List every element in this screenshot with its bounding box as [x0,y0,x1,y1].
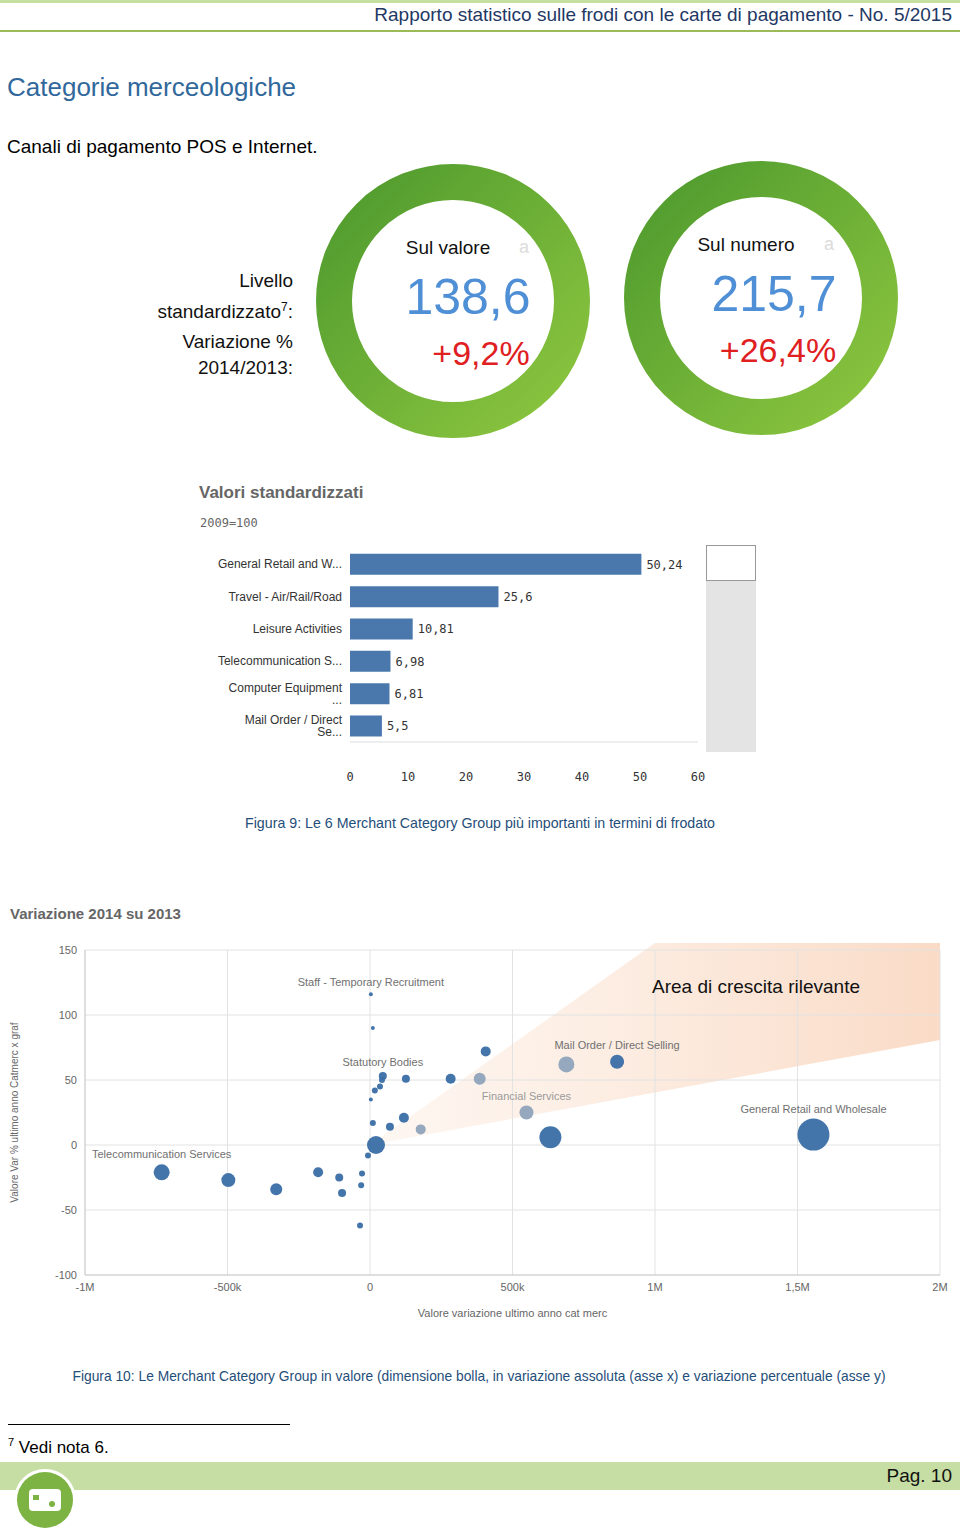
svg-text:Travel - Air/Rail/Road: Travel - Air/Rail/Road [228,590,342,604]
svg-text:10,81: 10,81 [418,622,454,636]
html-text:Variazione 2014 su 2013: Variazione 2014 su 2013 [10,905,181,922]
svg-text:Figura 9: Le 6 Merchant Catego: Figura 9: Le 6 Merchant Category Group p… [245,814,715,831]
html-text:7 Vedi nota 6.: 7 Vedi nota 6. [8,1436,109,1457]
svg-text:215,7: 215,7 [711,266,836,322]
svg-text:50: 50 [65,1074,77,1086]
svg-text:General Retail and Wholesale: General Retail and Wholesale [740,1103,886,1115]
svg-text:0: 0 [367,1281,373,1293]
svg-text:100: 100 [59,1009,77,1021]
svg-text:Telecommunication S...: Telecommunication S... [218,654,342,668]
svg-text:6,81: 6,81 [394,687,423,701]
svg-text:1,5M: 1,5M [785,1281,809,1293]
svg-text:+9,2%: +9,2% [432,334,529,372]
svg-text:Statutory Bodies: Statutory Bodies [342,1056,423,1068]
html-text:Pag. 10: Pag. 10 [886,1465,952,1486]
html-text:Valori standardizzati: Valori standardizzati [199,483,364,502]
svg-text:Financial Services: Financial Services [482,1090,572,1102]
svg-text:-1M: -1M [76,1281,95,1293]
svg-text:0: 0 [346,770,353,782]
html-text:Rapporto statistico sulle frod: Rapporto statistico sulle frodi con le c… [374,4,952,25]
svg-text:Sul numero: Sul numero [697,234,794,255]
svg-text:50: 50 [633,770,647,782]
html-text:Area di crescita rilevante: Area di crescita rilevante [652,976,860,997]
html-text:Variazione % 2014/2013:: Variazione % 2014/2013: [182,331,293,378]
svg-text:-100: -100 [55,1269,77,1281]
svg-text:-500k: -500k [214,1281,242,1293]
html-text:Livello standardizzato7:: Livello standardizzato7: [157,270,293,323]
svg-text:10: 10 [401,770,415,782]
svg-text:6,98: 6,98 [395,655,424,669]
html-text:Canali di pagamento POS e Inte: Canali di pagamento POS e Internet. [7,136,318,157]
svg-text:2M: 2M [932,1281,947,1293]
html-text:2009=100: 2009=100 [200,516,258,530]
svg-text:Mail Order / DirectSe...: Mail Order / DirectSe... [245,713,343,739]
svg-text:30: 30 [517,770,531,782]
svg-text:50,24: 50,24 [646,558,682,572]
svg-text:20: 20 [459,770,473,782]
svg-text:1M: 1M [647,1281,662,1293]
svg-text:a: a [824,234,835,254]
svg-text:-50: -50 [61,1204,77,1216]
svg-text:General Retail and W...: General Retail and W... [218,557,342,571]
svg-text:Leisure Activities: Leisure Activities [253,622,342,636]
svg-text:Staff - Temporary Recruitment: Staff - Temporary Recruitment [298,976,444,988]
svg-text:Valore Var % ultimo anno Catme: Valore Var % ultimo anno Catmerc x graf [9,1022,20,1202]
svg-text:40: 40 [575,770,589,782]
svg-text:Mail Order / Direct Selling: Mail Order / Direct Selling [554,1039,679,1051]
svg-text:500k: 500k [501,1281,525,1293]
svg-text:a: a [519,237,530,257]
svg-text:Computer Equipment...: Computer Equipment... [229,681,343,707]
svg-text:25,6: 25,6 [503,590,532,604]
svg-text:150: 150 [59,944,77,956]
html-text:Categorie merceologiche: Categorie merceologiche [7,72,296,102]
svg-text:138,6: 138,6 [405,269,530,325]
svg-text:Figura 10: Le Merchant Categor: Figura 10: Le Merchant Category Group in… [73,1367,886,1384]
svg-text:60: 60 [691,770,705,782]
svg-text:+26,4%: +26,4% [720,331,836,369]
svg-text:0: 0 [71,1139,77,1151]
svg-text:Valore variazione ultimo anno: Valore variazione ultimo anno cat merc [418,1307,608,1319]
svg-text:5,5: 5,5 [387,719,409,733]
svg-text:Sul valore: Sul valore [406,237,491,258]
svg-text:Telecommunication Services: Telecommunication Services [92,1148,232,1160]
